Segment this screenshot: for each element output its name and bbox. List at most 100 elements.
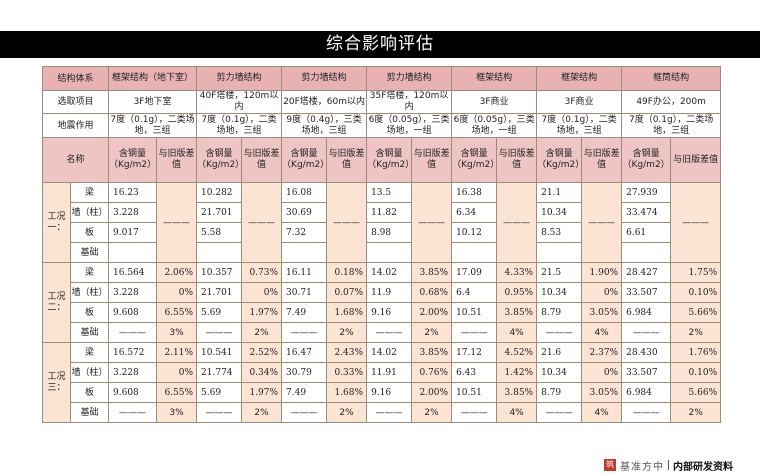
steel-value: 16.47	[281, 342, 328, 363]
diff-value: 2%	[326, 402, 368, 423]
diff-value: 0%	[581, 282, 623, 303]
row-name: 板	[69, 382, 110, 403]
steel-value	[621, 242, 672, 263]
table-row: 墙（柱） 3.228 0% 21.774 0.34% 30.79 0.33% 11.91 0.7…	[43, 362, 722, 383]
row-name: 基础	[69, 242, 110, 263]
diff-value: 1.42%	[496, 362, 538, 383]
diff-value: 0%	[241, 282, 283, 303]
diff-value: 4.52%	[496, 342, 538, 363]
slide-title: 综合影响评估	[0, 31, 760, 58]
diff-value: 2%	[411, 322, 453, 343]
steel-value: 17.09	[451, 262, 498, 283]
diff-value: 0.10%	[670, 362, 722, 383]
header-value: 3F商业	[536, 90, 623, 114]
diff-value: 0.95%	[496, 282, 538, 303]
steel-value: 21.6	[536, 342, 583, 363]
row-name: 墙（柱）	[69, 362, 110, 383]
steel-value	[536, 242, 583, 263]
row-name: 梁	[69, 182, 110, 203]
steel-value: 6.61	[621, 222, 672, 243]
steel-value: 16.11	[281, 262, 328, 283]
diff-value: 0%	[156, 362, 198, 383]
header-value: 7度（0.1g），二类场地，三组	[196, 113, 283, 138]
steel-value: 33.507	[621, 282, 672, 303]
diff-value: 5.66%	[670, 302, 722, 323]
diff-value: 0.18%	[326, 262, 368, 283]
header-diff: 与旧版差值	[411, 137, 453, 183]
table-row: 板 9.608 6.55% 5.69 1.97% 7.49 1.68% 9.16 2.00% 10…	[43, 382, 722, 403]
header-row3: 地震作用 7度（0.1g），二类场地，三组 7度（0.1g），二类场地，三组 9度（0…	[41, 113, 722, 138]
diff-value: 3.05%	[581, 382, 623, 403]
diff-value: 4%	[581, 322, 623, 343]
steel-value: 30.69	[281, 202, 328, 223]
footer-brand: 基准方中	[620, 461, 664, 473]
steel-value: 5.69	[196, 302, 243, 323]
steel-value: 6.984	[621, 302, 672, 323]
table-row: 工况一：梁 16.23 ——— 10.282 ——— 16.08 ——— 13.5 ——— 16.…	[42, 182, 722, 263]
header-label: 地震作用	[41, 113, 110, 138]
header-value: 6度（0.05g），三类场地，一组	[451, 113, 538, 138]
steel-value	[451, 242, 498, 263]
diff-value: 6.55%	[156, 382, 198, 403]
header-value: 35F塔楼，120m以内	[366, 90, 453, 114]
row-name: 板	[69, 222, 110, 243]
header-steel: 含钢量（Kg/m2）	[281, 137, 328, 183]
steel-value: 9.16	[366, 382, 413, 403]
diff-value: ———	[411, 182, 453, 263]
steel-value: 16.564	[108, 262, 158, 283]
header-row1: 结构体系 框架结构（地下室） 剪力墙结构 剪力墙结构 剪力墙结构 框架结构 框架结构 框筒结构	[41, 66, 722, 91]
header-diff: 与旧版差值	[326, 137, 368, 183]
brand-logo-icon: 筑	[604, 459, 616, 471]
header-value: 3F地下室	[108, 90, 198, 114]
diff-value: 6.55%	[156, 302, 198, 323]
steel-value	[366, 242, 413, 263]
steel-value: 6.43	[451, 362, 498, 383]
steel-value: 33.474	[621, 202, 672, 223]
footer-divider	[668, 460, 669, 470]
condition-label: 工况二：	[42, 262, 71, 343]
header-row4: 名称 含钢量（Kg/m2） 与旧版差值 含钢量（Kg/m2） 与旧版差值 含钢量（Kg/m…	[41, 137, 722, 183]
steel-value: 8.79	[536, 302, 583, 323]
diff-value: 0.76%	[411, 362, 453, 383]
diff-value: 3.85%	[496, 382, 538, 403]
diff-value: 3.85%	[411, 262, 453, 283]
steel-value: 11.9	[366, 282, 413, 303]
header-value: 3F商业	[451, 90, 538, 114]
header-steel: 含钢量（Kg/m2）	[108, 137, 158, 183]
steel-value: 30.71	[281, 282, 328, 303]
table-row: 基础 ——— 3% ——— 2% ——— 2% ——— 2% ——— 4% ——— 4% ——— 2%	[43, 322, 722, 343]
diff-value: 0.73%	[241, 262, 283, 283]
diff-value: 2%	[411, 402, 453, 423]
diff-value: 4%	[496, 402, 538, 423]
table-row: 板 9.017 5.58 7.32 8.98 10.12 8.53 6.61	[43, 222, 721, 243]
steel-value: 3.228	[108, 362, 158, 383]
condition-label: 工况三：	[42, 342, 71, 423]
steel-value: 14.02	[366, 342, 413, 363]
steel-value: 10.12	[451, 222, 498, 243]
steel-value: 28.427	[621, 262, 672, 283]
diff-value: 3.85%	[496, 302, 538, 323]
table-row: 基础	[43, 242, 721, 263]
diff-value: ———	[581, 182, 623, 263]
header-row2: 选取项目 3F地下室 40F塔楼，120m以内 20F塔楼，60m以内 35F塔楼，12…	[41, 90, 722, 114]
header-value: 9度（0.4g），三类场地，三组	[281, 113, 368, 138]
table-row: 工况三：梁 16.572 2.11% 10.541 2.52% 16.47 2.43% 14.…	[42, 342, 722, 423]
steel-value	[108, 242, 158, 263]
header-diff: 与旧版差值	[241, 137, 283, 183]
header-value: 剪力墙结构	[366, 66, 453, 91]
diff-value: ———	[326, 182, 368, 263]
steel-value: 6.984	[621, 382, 672, 403]
steel-value: 9.017	[108, 222, 158, 243]
steel-value: 7.32	[281, 222, 328, 243]
header-value: 7度（0.1g），二类场地，三组	[536, 113, 623, 138]
steel-value: 8.79	[536, 382, 583, 403]
diff-value: 2.37%	[581, 342, 623, 363]
steel-value: ———	[366, 322, 413, 343]
diff-value: 2%	[241, 322, 283, 343]
row-name: 梁	[69, 342, 110, 363]
diff-value: 0%	[156, 282, 198, 303]
diff-value: 1.97%	[241, 382, 283, 403]
steel-value: 10.282	[196, 182, 243, 203]
header-value: 剪力墙结构	[196, 66, 283, 91]
diff-value: 2.00%	[411, 302, 453, 323]
